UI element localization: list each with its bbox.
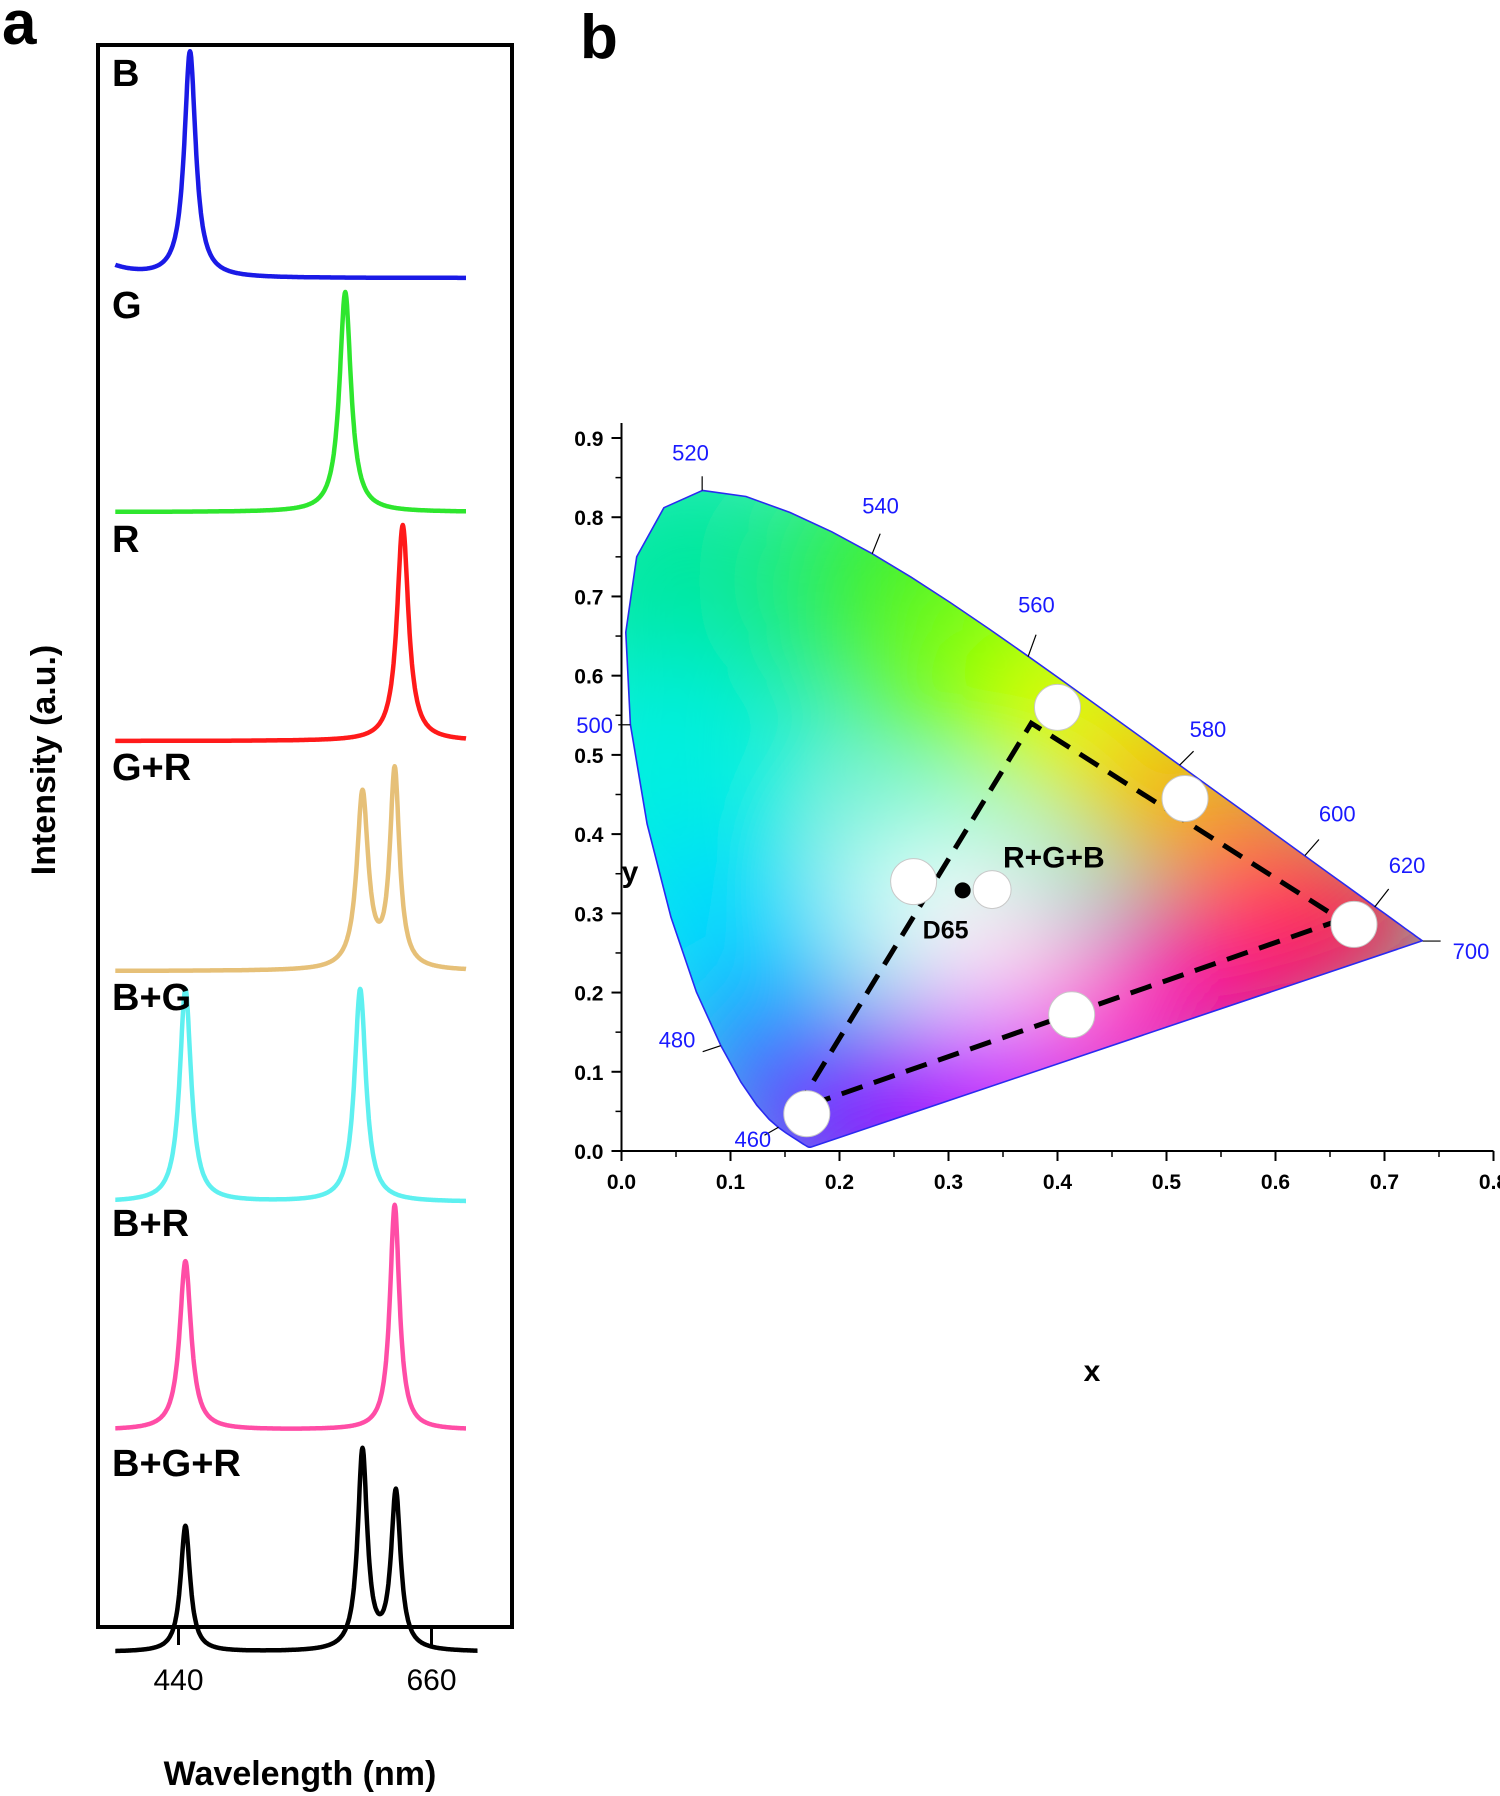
spectrum-b-g bbox=[113, 986, 468, 1204]
wavelength-tick bbox=[1374, 888, 1390, 908]
x-axis-title-a: Wavelength (nm) bbox=[164, 1755, 437, 1793]
x-tick-label-b: 0.5 bbox=[1152, 1171, 1182, 1194]
wavelength-label-480: 480 bbox=[659, 1028, 696, 1053]
series-label-b: B bbox=[112, 53, 139, 95]
x-tick-label-b: 0.0 bbox=[607, 1171, 636, 1194]
x-tick-label-b: 0.2 bbox=[825, 1171, 854, 1194]
chromaticity-point bbox=[783, 1090, 831, 1138]
chromaticity-points bbox=[783, 683, 1378, 1138]
chromaticity-point bbox=[1330, 900, 1378, 948]
y-tick-label-b: 0.4 bbox=[574, 824, 604, 847]
wavelength-tick bbox=[1304, 839, 1320, 856]
wavelength-label-560: 560 bbox=[1018, 593, 1055, 618]
chromaticity-point bbox=[1048, 991, 1096, 1039]
x-tick-label-b: 0.7 bbox=[1370, 1171, 1399, 1194]
y-tick-label-b: 0.2 bbox=[574, 983, 603, 1006]
y-axis-title-a: Intensity (a.u.) bbox=[25, 645, 63, 875]
white-point: D65 bbox=[923, 882, 971, 944]
panel-label-b: b bbox=[580, 3, 618, 72]
x-tick-label-b: 0.8 bbox=[1479, 1171, 1500, 1194]
x-tick-label-a: 660 bbox=[406, 1664, 456, 1697]
wavelength-tick bbox=[702, 1045, 721, 1053]
wavelength-label-580: 580 bbox=[1190, 717, 1227, 742]
d65-marker bbox=[954, 882, 971, 899]
gamut-blob bbox=[625, 490, 837, 747]
panel-a-labels: B G R G+R B+G B+R B+G+R bbox=[112, 53, 241, 1485]
spectrum-g-r bbox=[113, 763, 468, 974]
series-label-b-g: B+G bbox=[112, 977, 191, 1019]
wavelength-label-500: 500 bbox=[576, 713, 613, 738]
x-ticks-a: 440 660 bbox=[153, 1627, 457, 1697]
x-tick-label-b: 0.3 bbox=[934, 1171, 963, 1194]
panel-a: B G R G+R B+G B+R B+G+R 440 660 Wavelength (nm)… bbox=[25, 43, 514, 1793]
panel-a-curves bbox=[113, 48, 480, 1654]
y-tick-label-b: 0.8 bbox=[574, 507, 604, 530]
wavelength-label-520: 520 bbox=[672, 440, 709, 465]
x-tick-label-b: 0.6 bbox=[1261, 1171, 1290, 1194]
y-tick-label-b: 0.0 bbox=[574, 1141, 603, 1164]
y-tick-label-b: 0.9 bbox=[574, 428, 603, 451]
wavelength-tick bbox=[764, 1126, 779, 1136]
y-tick-label-b: 0.7 bbox=[574, 586, 603, 609]
y-tick-label-b: 0.6 bbox=[574, 666, 603, 689]
panel-b: 460 480 500 520 540 560 580 600 620 700 D65 R+G+B… bbox=[574, 423, 1500, 1388]
y-tick-label-b: 0.1 bbox=[574, 1062, 604, 1085]
spectrum-g bbox=[113, 289, 468, 515]
wavelength-tick bbox=[1179, 750, 1195, 766]
x-tick-label-b: 0.1 bbox=[716, 1171, 746, 1194]
chromaticity-point bbox=[1161, 774, 1209, 822]
y-axis-title-b: y bbox=[622, 856, 639, 889]
wavelength-label-600: 600 bbox=[1319, 802, 1356, 827]
axes-b: 0.0 0.1 0.2 0.3 0.4 0.5 0.6 0.7 0.8 0.0 0.1 0.2 0.3 0… bbox=[574, 423, 1500, 1194]
gamut-blob bbox=[943, 875, 1084, 1016]
series-label-g: G bbox=[112, 285, 142, 327]
wavelength-tick bbox=[1027, 634, 1037, 657]
annotation-rgb: R+G+B bbox=[1003, 841, 1105, 874]
spectrum-b bbox=[113, 48, 468, 281]
panel-a-frame bbox=[96, 43, 514, 1629]
wavelength-tick bbox=[871, 533, 881, 554]
series-label-g-r: G+R bbox=[112, 747, 191, 789]
x-tick-label-a: 440 bbox=[153, 1664, 203, 1697]
wavelength-label-460: 460 bbox=[734, 1127, 771, 1152]
x-tick-label-b: 0.4 bbox=[1043, 1171, 1073, 1194]
chromaticity-point bbox=[972, 870, 1012, 910]
x-axis-title-b: x bbox=[1084, 1355, 1101, 1388]
y-tick-label-b: 0.5 bbox=[574, 745, 604, 768]
spectrum-b-g-r bbox=[113, 1445, 480, 1654]
gamut-blob bbox=[803, 1039, 964, 1148]
d65-label: D65 bbox=[923, 916, 969, 944]
wavelength-label-540: 540 bbox=[862, 494, 899, 519]
series-label-r: R bbox=[112, 519, 139, 561]
panel-label-a: a bbox=[2, 0, 37, 58]
series-label-b-g-r: B+G+R bbox=[112, 1443, 241, 1485]
series-label-b-r: B+R bbox=[112, 1203, 189, 1245]
chromaticity-point bbox=[890, 858, 938, 906]
wavelength-labels: 460 480 500 520 540 560 580 600 620 700 bbox=[576, 440, 1489, 1152]
spectral-locus bbox=[624, 489, 1424, 1148]
wavelength-label-620: 620 bbox=[1389, 853, 1426, 878]
chromaticity-point bbox=[1034, 683, 1081, 731]
wavelength-label-700: 700 bbox=[1453, 939, 1490, 964]
spectrum-r bbox=[113, 522, 468, 744]
spectrum-b-r bbox=[113, 1202, 468, 1431]
y-tick-label-b: 0.3 bbox=[574, 903, 603, 926]
gamut-blobs bbox=[625, 490, 1423, 1148]
